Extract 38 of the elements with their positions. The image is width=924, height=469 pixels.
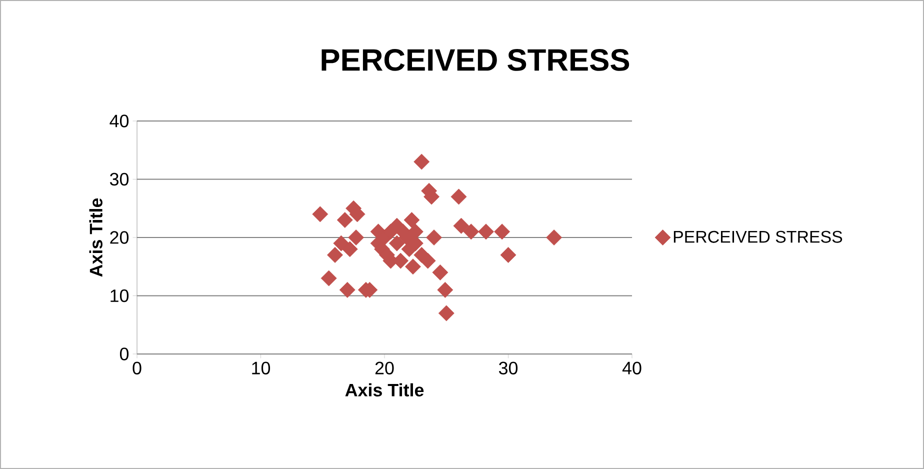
y-tick-label: 20 bbox=[110, 231, 129, 244]
point bbox=[404, 258, 421, 275]
y-tick-label: 10 bbox=[110, 289, 129, 302]
point bbox=[500, 246, 516, 263]
point bbox=[494, 224, 510, 240]
x-tick-label: 40 bbox=[622, 362, 642, 374]
point bbox=[312, 206, 328, 222]
y-tick-label: 0 bbox=[120, 348, 129, 360]
point bbox=[388, 235, 405, 252]
y-tick-label: 40 bbox=[110, 114, 129, 128]
point bbox=[327, 246, 343, 263]
point bbox=[437, 282, 454, 298]
point bbox=[342, 241, 358, 258]
x-tick-label: 0 bbox=[132, 362, 142, 374]
point bbox=[546, 230, 562, 246]
x-axis-title: Axis Title bbox=[345, 383, 424, 396]
point bbox=[453, 218, 470, 234]
point bbox=[336, 212, 353, 228]
point bbox=[478, 224, 494, 240]
y-tick-label: 30 bbox=[110, 172, 129, 186]
x-tick-label: 20 bbox=[375, 362, 394, 374]
point bbox=[348, 230, 364, 246]
point bbox=[320, 270, 337, 286]
y-axis-title: Axis Title bbox=[89, 198, 102, 277]
point bbox=[420, 252, 436, 269]
point bbox=[463, 224, 480, 240]
point bbox=[432, 264, 448, 280]
x-tick-label: 30 bbox=[498, 362, 518, 374]
legend-label: PERCEIVED STRESS bbox=[674, 230, 842, 243]
point bbox=[414, 154, 430, 170]
point bbox=[333, 235, 350, 252]
point bbox=[426, 230, 442, 246]
point bbox=[404, 212, 420, 228]
x-tick-label: 10 bbox=[252, 362, 270, 374]
point bbox=[450, 188, 467, 205]
point bbox=[438, 305, 454, 322]
point bbox=[339, 282, 356, 298]
chart-title: PERCEIVED STRESS bbox=[322, 49, 630, 71]
